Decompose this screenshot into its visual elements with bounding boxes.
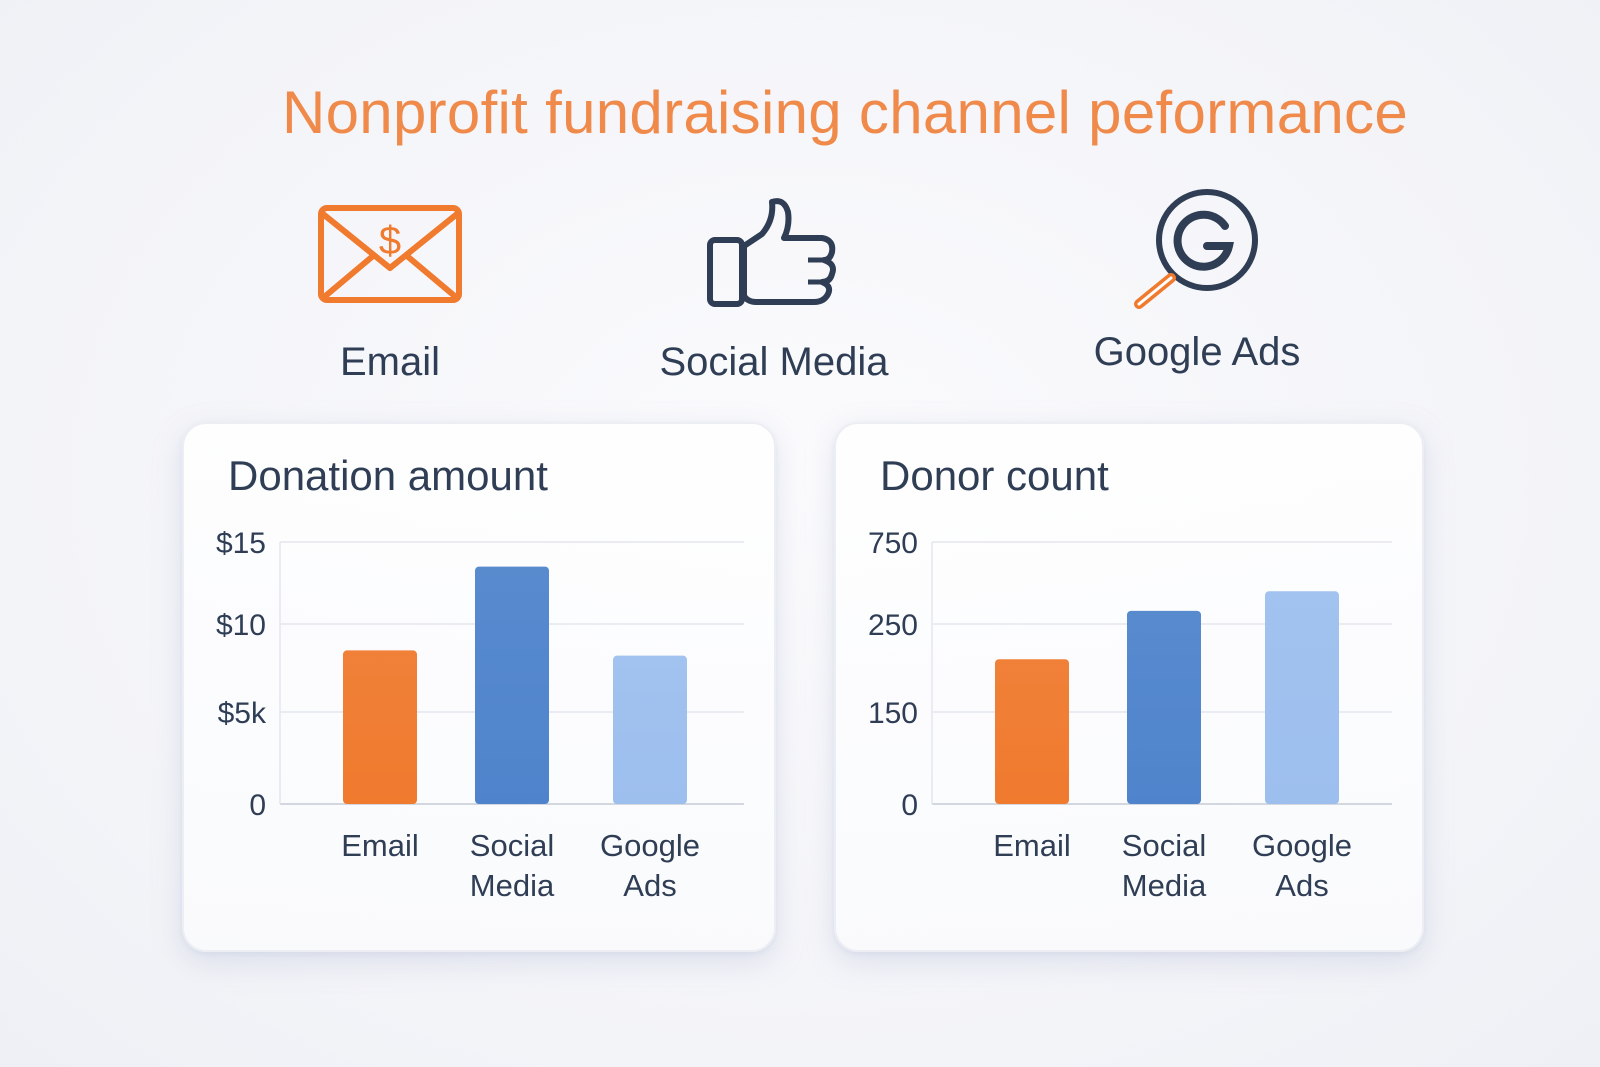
donor-count-title: Donor count — [880, 452, 1109, 499]
donor-count-chart: 0 150 250 750 Email Social Media Google Ads — [868, 527, 1392, 903]
page-title: Nonprofit fundraising channel peformance — [281, 79, 1408, 146]
donation-ytick-label: $5k — [218, 697, 267, 730]
donation-amount-chart: 0 $5k $10 $15 Email Social Media Google Ads — [216, 527, 744, 903]
donation-xtick-label: Email — [341, 828, 419, 863]
donation-xtick-label: Google — [600, 828, 700, 863]
donation-xtick-label: Social — [470, 828, 554, 863]
donor-bar-email — [995, 659, 1069, 804]
donation-ytick-label: 0 — [249, 789, 266, 822]
channel-google-ads: Google Ads — [1037, 186, 1357, 375]
donation-ytick-label: $10 — [216, 609, 266, 642]
donor-ytick-label: 150 — [868, 697, 918, 730]
donor-bar-google-ads — [1265, 591, 1339, 804]
donation-bar-social-media — [475, 566, 549, 804]
donor-ytick-label: 750 — [868, 527, 918, 560]
donation-amount-card: Donation amount 0 $5k $10 $15 Email Social Med… — [182, 422, 776, 952]
channel-label-social-media: Social Media — [659, 340, 889, 384]
donation-amount-title: Donation amount — [228, 452, 548, 499]
donation-xtick-label: Ads — [623, 868, 676, 903]
donation-xtick-label: Media — [470, 868, 555, 903]
donor-ytick-label: 0 — [901, 789, 918, 822]
channel-label-email: Email — [339, 340, 441, 384]
donor-xtick-label: Social — [1122, 828, 1206, 863]
svg-text:$: $ — [379, 219, 401, 263]
donor-bar-social-media — [1127, 610, 1201, 804]
thumbs-up-icon — [707, 198, 836, 307]
donor-ytick-label: 250 — [868, 609, 918, 642]
donor-xtick-label: Google — [1252, 828, 1352, 863]
donor-xtick-label: Email — [993, 828, 1071, 863]
donation-ytick-label: $15 — [216, 527, 266, 560]
email-dollar-icon: $ — [318, 205, 462, 303]
channel-social-media: Social Media — [614, 196, 934, 385]
donor-count-card: Donor count 0 150 250 750 Email Social Media Go… — [834, 422, 1424, 952]
donation-bar-google-ads — [613, 655, 687, 804]
channel-email: $ Email — [230, 200, 550, 385]
donation-bar-email — [343, 650, 417, 804]
channel-label-google-ads: Google Ads — [1093, 330, 1301, 374]
google-search-icon — [1134, 189, 1258, 309]
donor-xtick-label: Media — [1122, 868, 1207, 903]
donor-xtick-label: Ads — [1275, 868, 1328, 903]
